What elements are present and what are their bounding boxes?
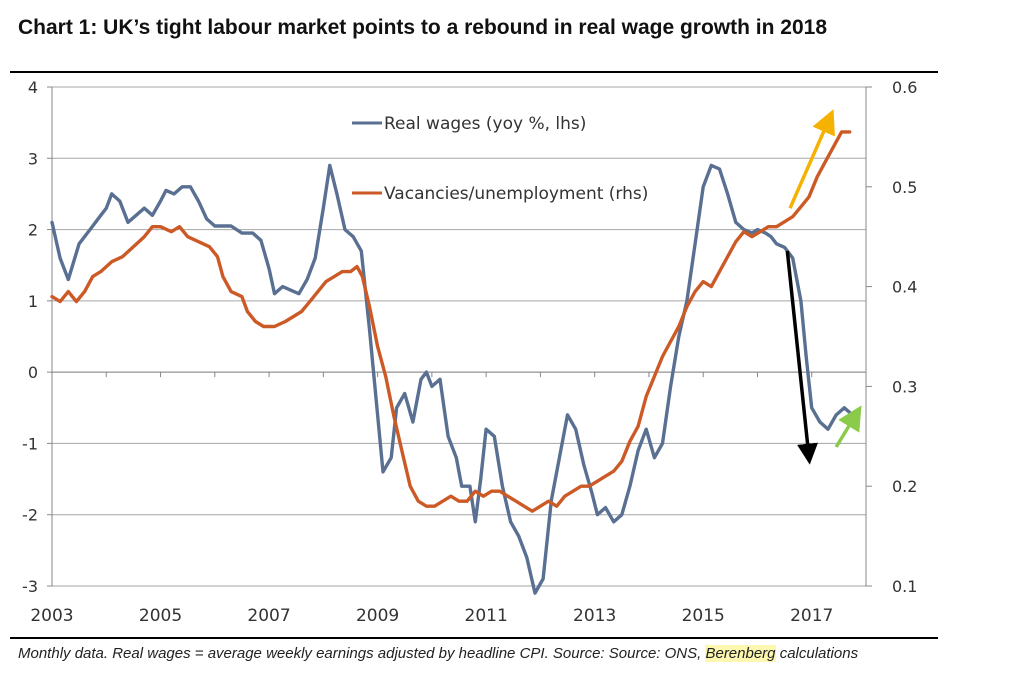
y-right-tick-label: 0.4: [892, 278, 917, 297]
caption-text: Monthly data. Real wages = average weekl…: [18, 645, 706, 662]
legend-real-wages-label: Real wages (yoy %, lhs): [384, 114, 586, 134]
y-left-tick-label: 0: [28, 363, 38, 382]
annotation-arrow-yellow: [788, 109, 835, 209]
legend-vacancies-label: Vacancies/unemployment (rhs): [384, 184, 648, 204]
x-tick-label: 2007: [247, 606, 290, 626]
title-rule: [10, 71, 938, 73]
caption-highlight: Berenberg: [705, 645, 776, 662]
x-tick-label: 2003: [30, 606, 73, 626]
chart-caption: Monthly data. Real wages = average weekl…: [18, 645, 858, 662]
annotation-arrow-black: [785, 250, 819, 465]
series-real-wages-line: [50, 163, 855, 595]
x-tick-label: 2011: [465, 606, 508, 626]
y-left-tick-label: 1: [28, 292, 38, 311]
x-tick-label: 2005: [139, 606, 182, 626]
y-left-tick-label: -1: [22, 434, 38, 453]
y-right-tick-label: 0.3: [892, 377, 917, 396]
y-left-tick-label: -2: [22, 506, 38, 525]
y-right-tick-label: 0.5: [892, 178, 917, 197]
x-tick-label: 2015: [682, 606, 725, 626]
x-tick-label: 2009: [356, 606, 399, 626]
caption-text-end: calculations: [775, 645, 859, 662]
x-tick-label: 2017: [790, 606, 833, 626]
y-left-tick-label: 3: [28, 149, 38, 168]
y-right-tick-label: 0.2: [892, 477, 917, 496]
y-left-tick-label: -3: [22, 577, 38, 596]
series-vacancies-line: [50, 130, 852, 513]
caption-rule: [10, 637, 938, 639]
chart-title: Chart 1: UK’s tight labour market points…: [18, 16, 828, 39]
y-left-tick-label: 4: [28, 78, 38, 97]
x-tick-label: 2013: [573, 606, 616, 626]
y-right-tick-label: 0.6: [892, 78, 917, 97]
y-right-tick-label: 0.1: [892, 577, 917, 596]
y-left-tick-label: 2: [28, 221, 38, 240]
annotation-arrow-green: [834, 405, 862, 448]
